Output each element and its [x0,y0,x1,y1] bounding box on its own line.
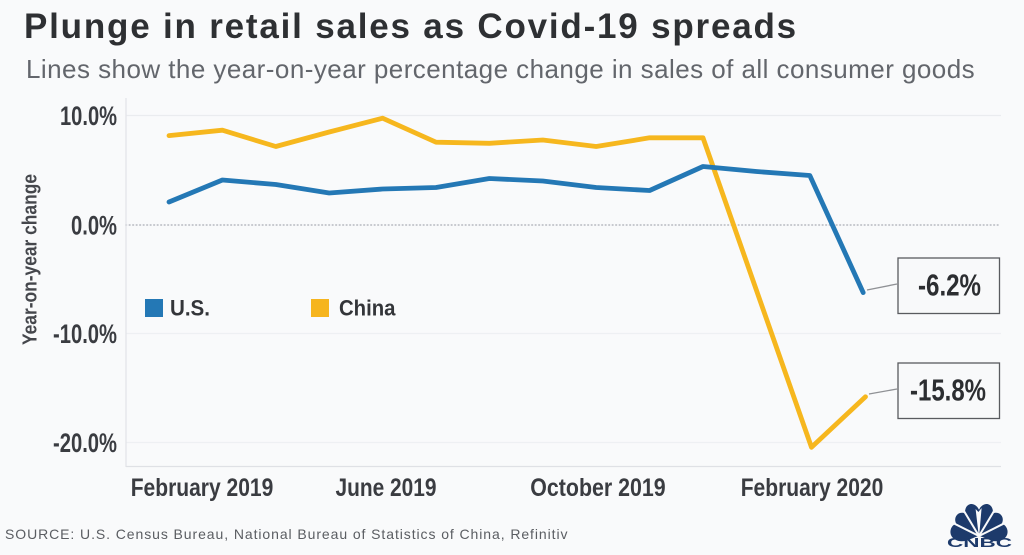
svg-text:-15.8%: -15.8% [910,373,986,408]
svg-text:-6.2%: -6.2% [918,268,981,303]
svg-text:October 2019: October 2019 [530,474,665,502]
svg-text:CNBC: CNBC [947,536,1012,550]
svg-text:February 2020: February 2020 [741,474,884,502]
svg-text:February 2019: February 2019 [131,474,274,502]
svg-text:China: China [339,296,396,321]
svg-text:-20.0%: -20.0% [53,428,117,458]
svg-text:Year-on-year change: Year-on-year change [20,174,42,345]
svg-text:-10.0%: -10.0% [53,319,117,349]
svg-text:U.S.: U.S. [170,296,210,321]
svg-text:June 2019: June 2019 [336,474,437,502]
svg-text:0.0%: 0.0% [71,210,117,240]
svg-text:10.0%: 10.0% [60,101,117,131]
